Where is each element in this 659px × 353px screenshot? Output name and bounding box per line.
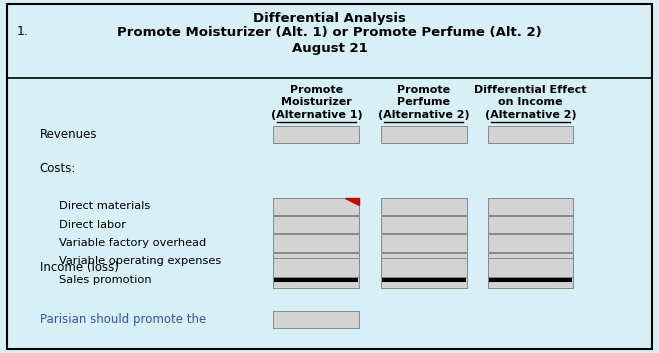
Text: Costs:: Costs: — [40, 162, 76, 175]
Bar — [381, 234, 467, 252]
Text: Perfume: Perfume — [397, 97, 450, 107]
Bar — [488, 216, 573, 233]
Bar — [273, 311, 359, 328]
Bar — [381, 198, 467, 215]
Text: Revenues: Revenues — [40, 128, 97, 141]
Bar — [273, 234, 359, 252]
Text: Sales promotion: Sales promotion — [59, 275, 152, 285]
Text: 1.: 1. — [16, 25, 28, 38]
Text: Variable factory overhead: Variable factory overhead — [59, 238, 206, 248]
Text: Income (loss): Income (loss) — [40, 261, 119, 274]
Bar — [488, 253, 573, 270]
Bar — [273, 198, 359, 215]
Text: Promote: Promote — [290, 85, 343, 95]
Text: Differential Effect: Differential Effect — [474, 85, 587, 95]
Text: Direct materials: Direct materials — [59, 201, 150, 211]
Text: Moisturizer: Moisturizer — [281, 97, 352, 107]
Bar — [273, 216, 359, 233]
Bar — [381, 258, 467, 277]
Bar — [381, 216, 467, 233]
Bar — [488, 271, 573, 288]
Bar — [488, 198, 573, 215]
Bar — [381, 126, 467, 143]
Text: August 21: August 21 — [292, 42, 367, 55]
Bar — [273, 271, 359, 288]
Bar — [381, 271, 467, 288]
Bar — [488, 126, 573, 143]
Bar — [273, 253, 359, 270]
Text: Promote: Promote — [397, 85, 450, 95]
Bar — [488, 234, 573, 252]
Bar — [273, 258, 359, 277]
Bar — [488, 258, 573, 277]
Text: Variable operating expenses: Variable operating expenses — [59, 256, 221, 267]
Bar — [381, 253, 467, 270]
Text: Parisian should promote the: Parisian should promote the — [40, 313, 206, 326]
Text: Differential Analysis: Differential Analysis — [253, 12, 406, 25]
Text: Direct labor: Direct labor — [59, 220, 127, 230]
Polygon shape — [345, 198, 359, 205]
Bar — [273, 126, 359, 143]
Text: (Alternative 1): (Alternative 1) — [270, 110, 362, 120]
Text: on Income: on Income — [498, 97, 563, 107]
Text: Promote Moisturizer (Alt. 1) or Promote Perfume (Alt. 2): Promote Moisturizer (Alt. 1) or Promote … — [117, 26, 542, 40]
Text: (Alternative 2): (Alternative 2) — [378, 110, 470, 120]
Text: (Alternative 2): (Alternative 2) — [484, 110, 577, 120]
